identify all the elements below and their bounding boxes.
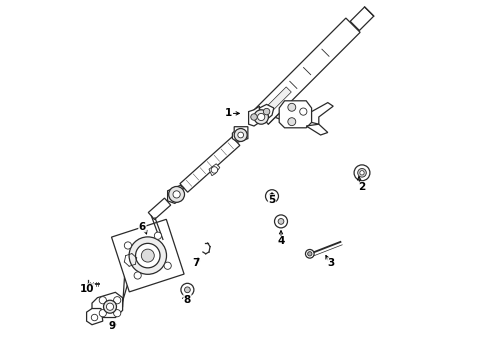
Polygon shape (209, 164, 220, 176)
Polygon shape (312, 103, 333, 124)
Circle shape (211, 167, 218, 173)
Circle shape (99, 297, 106, 304)
Polygon shape (148, 198, 171, 220)
Polygon shape (92, 292, 122, 318)
Circle shape (360, 171, 364, 175)
Text: 4: 4 (277, 236, 285, 246)
Polygon shape (306, 124, 328, 135)
Circle shape (103, 300, 117, 313)
Circle shape (358, 168, 367, 177)
Circle shape (354, 165, 370, 181)
Circle shape (124, 242, 131, 249)
Circle shape (106, 303, 114, 310)
Polygon shape (248, 106, 259, 126)
Text: 9: 9 (109, 321, 116, 331)
Circle shape (258, 113, 265, 121)
Circle shape (274, 215, 288, 228)
Text: 1: 1 (225, 108, 232, 118)
Polygon shape (259, 104, 274, 118)
Circle shape (99, 310, 106, 317)
Circle shape (114, 297, 121, 304)
Circle shape (141, 249, 154, 262)
Circle shape (251, 114, 257, 120)
Polygon shape (232, 127, 248, 142)
Text: 8: 8 (184, 294, 191, 305)
Circle shape (266, 190, 278, 203)
Circle shape (134, 272, 141, 279)
Text: 6: 6 (139, 222, 146, 232)
Text: 2: 2 (358, 182, 366, 192)
Polygon shape (87, 309, 103, 325)
Circle shape (181, 283, 194, 296)
Circle shape (254, 110, 269, 124)
Circle shape (300, 108, 307, 115)
Polygon shape (180, 137, 240, 192)
Circle shape (114, 310, 121, 317)
Polygon shape (168, 185, 184, 203)
Polygon shape (259, 87, 291, 120)
Circle shape (288, 118, 296, 126)
Text: 7: 7 (193, 258, 200, 268)
Circle shape (263, 108, 270, 115)
Circle shape (173, 191, 180, 198)
Polygon shape (279, 101, 312, 128)
Circle shape (91, 314, 98, 321)
Circle shape (269, 193, 275, 199)
Circle shape (169, 186, 185, 202)
Polygon shape (254, 18, 360, 124)
Text: 5: 5 (269, 195, 275, 205)
Polygon shape (112, 219, 184, 292)
Polygon shape (350, 7, 374, 31)
Circle shape (129, 237, 167, 274)
Circle shape (234, 129, 247, 141)
Circle shape (185, 287, 190, 293)
Circle shape (288, 103, 296, 111)
Circle shape (136, 243, 160, 268)
Circle shape (154, 232, 162, 239)
Circle shape (305, 249, 314, 258)
Text: 3: 3 (328, 258, 335, 268)
Circle shape (164, 262, 171, 269)
Circle shape (308, 252, 312, 256)
Circle shape (278, 219, 284, 224)
Text: 10: 10 (80, 284, 95, 294)
Circle shape (238, 132, 244, 138)
